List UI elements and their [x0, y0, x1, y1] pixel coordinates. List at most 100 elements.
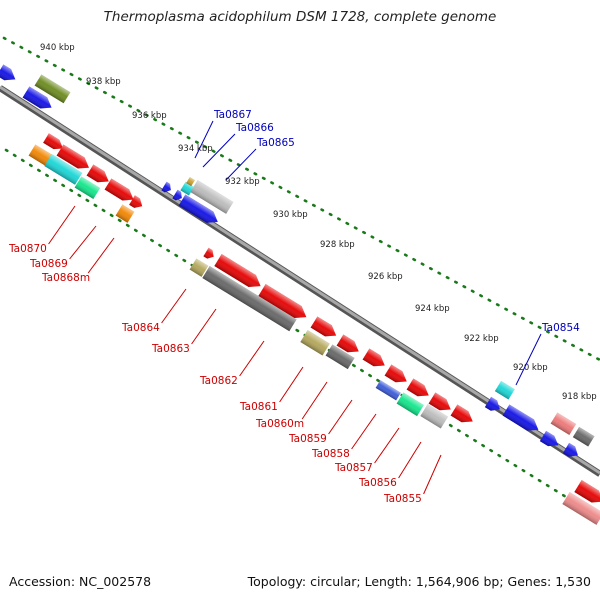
- reverse-gene-label[interactable]: Ta0857: [334, 462, 373, 474]
- gene-arrow[interactable]: [406, 378, 433, 401]
- gene-arrow[interactable]: [190, 180, 234, 214]
- forward-gene-label[interactable]: Ta0865: [256, 137, 295, 149]
- gene-arrow[interactable]: [484, 396, 503, 415]
- gene-arrow[interactable]: [34, 74, 71, 104]
- topology-text: Topology: circular; Length: 1,564,906 bp…: [247, 574, 591, 589]
- gene-arrow[interactable]: [202, 266, 297, 332]
- reverse-gene-label[interactable]: Ta0858: [311, 448, 350, 460]
- gene-arrow[interactable]: [550, 412, 577, 436]
- reverse-label-leader: [239, 340, 265, 377]
- reverse-gene-label[interactable]: Ta0860m: [255, 418, 304, 430]
- scale-tick-label: 928 kbp: [320, 240, 355, 250]
- reverse-gene-label[interactable]: Ta0859: [288, 433, 327, 445]
- gene-arrow[interactable]: [336, 334, 363, 357]
- gene-arrow[interactable]: [450, 404, 477, 427]
- dotted-guides: [2, 36, 600, 520]
- reverse-gene-label[interactable]: Ta0856: [358, 477, 397, 489]
- reverse-gene-label[interactable]: Ta0864: [121, 322, 160, 334]
- gene-arrow[interactable]: [161, 181, 173, 195]
- scale-tick-label: 938 kbp: [86, 77, 121, 87]
- gene-arrow[interactable]: [28, 144, 53, 166]
- forward-label-leader: [515, 333, 542, 386]
- gene-arrow[interactable]: [44, 154, 83, 185]
- forward-gene-label[interactable]: Ta0866: [235, 122, 274, 134]
- backbone-line: [0, 85, 600, 475]
- scale-tick-label: 932 kbp: [225, 177, 260, 187]
- gene-arrow[interactable]: [396, 392, 424, 417]
- gene-arrow[interactable]: [129, 195, 145, 211]
- gene-arrow[interactable]: [56, 144, 93, 173]
- gene-arrow[interactable]: [43, 133, 66, 153]
- gene-arrow[interactable]: [428, 392, 455, 415]
- gene-arrow[interactable]: [258, 284, 310, 323]
- gene-arrow[interactable]: [574, 480, 600, 508]
- gene-arrow[interactable]: [115, 204, 135, 223]
- gene-arrow[interactable]: [362, 348, 389, 371]
- gene-arrow[interactable]: [189, 258, 209, 277]
- scale-tick-label: 918 kbp: [562, 392, 597, 402]
- reverse-label-leader: [161, 288, 187, 324]
- gene-arrow[interactable]: [325, 344, 355, 370]
- gene-arrow[interactable]: [186, 177, 195, 187]
- forward-gene-label[interactable]: Ta0867: [213, 109, 252, 121]
- scale-tick-label: 930 kbp: [273, 210, 308, 220]
- reverse-label-leader: [87, 237, 115, 274]
- outer-guide-line: [2, 36, 600, 362]
- gene-arrow[interactable]: [562, 442, 581, 461]
- forward-label-leader: [225, 148, 257, 181]
- scale-tick-label: 922 kbp: [464, 334, 499, 344]
- forward-label-leader: [202, 133, 236, 168]
- reverse-label-leader: [351, 413, 377, 450]
- gene-arrow[interactable]: [502, 404, 542, 435]
- gene-arrow[interactable]: [310, 316, 340, 341]
- reverse-label-leader: [48, 205, 76, 245]
- reverse-gene-label[interactable]: Ta0870: [8, 243, 47, 255]
- scale-tick-label: 924 kbp: [415, 304, 450, 314]
- gene-arrow[interactable]: [172, 189, 184, 203]
- reverse-gene-label[interactable]: Ta0863: [151, 343, 190, 355]
- scale-tick-label: 934 kbp: [178, 144, 213, 154]
- reverse-gene-label[interactable]: Ta0862: [199, 375, 238, 387]
- gene-arrow[interactable]: [375, 380, 401, 401]
- gene-arrow[interactable]: [86, 164, 113, 187]
- gene-arrow[interactable]: [384, 364, 411, 387]
- gene-arrow[interactable]: [203, 247, 216, 261]
- map-title: Thermoplasma acidophilum DSM 1728, compl…: [103, 9, 497, 25]
- gene-arrow[interactable]: [539, 430, 562, 451]
- gene-features: [0, 64, 600, 525]
- reverse-label-leader: [374, 427, 400, 464]
- gene-arrow[interactable]: [0, 64, 19, 84]
- reverse-gene-label[interactable]: Ta0868m: [41, 272, 90, 284]
- scale-tick-label: 920 kbp: [513, 363, 548, 373]
- gene-arrow[interactable]: [572, 426, 595, 447]
- scale-tick-label: 926 kbp: [368, 272, 403, 282]
- gene-arrow[interactable]: [420, 404, 449, 429]
- reverse-label-leader: [423, 454, 442, 495]
- reverse-gene-label[interactable]: Ta0855: [383, 493, 422, 505]
- gene-arrow[interactable]: [22, 86, 55, 113]
- reverse-label-leader: [398, 441, 422, 479]
- reverse-label-leader: [279, 366, 304, 403]
- reverse-gene-label[interactable]: Ta0869: [29, 258, 68, 270]
- scale-tick-label: 936 kbp: [132, 111, 167, 121]
- scale-ticks: 940 kbp 938 kbp 936 kbp 934 kbp 932 kbp 930 k…: [40, 43, 597, 402]
- scale-tick-label: 940 kbp: [40, 43, 75, 53]
- gene-arrow[interactable]: [74, 176, 101, 200]
- forward-label-leader: [194, 120, 214, 159]
- reverse-label-leader: [69, 225, 97, 260]
- reverse-label-leader: [191, 308, 217, 345]
- gene-arrow[interactable]: [562, 492, 600, 525]
- reverse-label-leader: [301, 381, 328, 420]
- gene-arrow[interactable]: [300, 330, 330, 356]
- gene-arrow[interactable]: [178, 194, 222, 227]
- reverse-label-leader: [328, 399, 353, 435]
- genome-backbone: [0, 85, 600, 477]
- reverse-gene-label[interactable]: Ta0861: [239, 401, 278, 413]
- gene-arrow[interactable]: [494, 380, 515, 400]
- gene-arrow[interactable]: [214, 254, 264, 292]
- gene-arrow[interactable]: [104, 178, 137, 205]
- accession-text: Accession: NC_002578: [9, 574, 152, 589]
- forward-gene-label[interactable]: Ta0854: [541, 322, 580, 334]
